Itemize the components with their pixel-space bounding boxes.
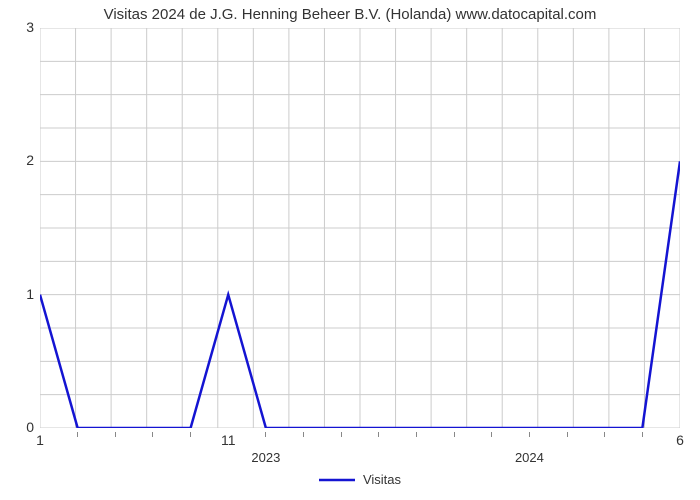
x-minor-tick bbox=[341, 432, 342, 437]
y-tick-label: 2 bbox=[10, 152, 34, 168]
x-minor-tick bbox=[303, 432, 304, 437]
y-tick-label: 3 bbox=[10, 19, 34, 35]
legend-line-icon bbox=[319, 473, 355, 488]
x-tick-label: 1 bbox=[36, 432, 44, 448]
x-minor-tick bbox=[642, 432, 643, 437]
x-minor-tick bbox=[378, 432, 379, 437]
x-year-label: 2023 bbox=[251, 450, 280, 465]
x-minor-tick bbox=[115, 432, 116, 437]
x-minor-tick bbox=[604, 432, 605, 437]
y-tick-label: 0 bbox=[10, 419, 34, 435]
x-minor-tick bbox=[416, 432, 417, 437]
x-minor-tick bbox=[77, 432, 78, 437]
x-minor-tick bbox=[190, 432, 191, 437]
x-year-label: 2024 bbox=[515, 450, 544, 465]
chart-plot-area bbox=[40, 28, 680, 428]
x-tick-label: 11 bbox=[221, 432, 236, 448]
x-tick-label: 6 bbox=[676, 432, 684, 448]
chart-title: Visitas 2024 de J.G. Henning Beheer B.V.… bbox=[0, 6, 700, 23]
x-minor-tick bbox=[265, 432, 266, 437]
x-minor-tick bbox=[529, 432, 530, 437]
legend-label: Visitas bbox=[363, 472, 401, 487]
x-minor-tick bbox=[567, 432, 568, 437]
x-minor-tick bbox=[454, 432, 455, 437]
x-minor-tick bbox=[491, 432, 492, 437]
chart-legend: Visitas bbox=[40, 472, 680, 488]
chart-container: Visitas 2024 de J.G. Henning Beheer B.V.… bbox=[0, 0, 700, 500]
x-minor-tick bbox=[152, 432, 153, 437]
y-tick-label: 1 bbox=[10, 286, 34, 302]
